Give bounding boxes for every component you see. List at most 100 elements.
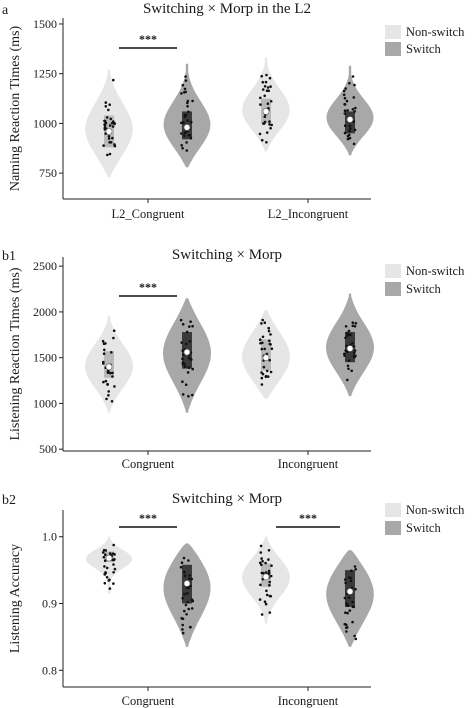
data-point (108, 152, 112, 156)
data-point (183, 592, 186, 596)
data-point (345, 630, 348, 633)
data-point (104, 553, 107, 556)
data-point (349, 127, 352, 130)
data-point (265, 369, 269, 373)
legend-label: Switch (406, 282, 441, 296)
data-point (108, 103, 111, 106)
data-point (184, 342, 188, 346)
data-point (104, 549, 108, 552)
data-point (258, 561, 262, 565)
data-point (351, 620, 354, 624)
median-point (346, 588, 354, 595)
significance-label: *** (299, 511, 317, 525)
panel-label: b2 (2, 493, 16, 508)
median-point (105, 363, 113, 371)
data-point (264, 571, 268, 574)
data-point (186, 119, 190, 122)
data-point (258, 132, 262, 136)
data-point (188, 577, 191, 580)
data-point (350, 569, 353, 572)
data-point (112, 329, 116, 333)
data-point (187, 586, 190, 590)
data-point (113, 567, 117, 571)
y-tick-label: 750 (39, 166, 57, 180)
data-point (350, 369, 354, 373)
data-point (268, 123, 271, 126)
data-point (260, 613, 264, 616)
data-point (347, 367, 350, 371)
panel-label: a (2, 3, 9, 18)
data-point (111, 136, 114, 140)
chart-panel-b1: b1 Switching × Morp Listening Reaction Tim… (2, 247, 465, 471)
median-point (346, 345, 354, 352)
data-point (104, 105, 108, 108)
data-point (343, 103, 347, 106)
data-point (352, 96, 356, 99)
data-point (348, 609, 352, 612)
data-point (189, 136, 193, 140)
data-point (191, 367, 194, 371)
data-point (263, 115, 267, 118)
data-point (113, 144, 117, 148)
data-point (259, 551, 263, 554)
data-point (107, 390, 110, 393)
data-point (112, 563, 115, 566)
data-point (106, 371, 110, 375)
data-point (186, 600, 190, 604)
median-point (105, 554, 113, 562)
data-point (349, 579, 353, 583)
x-tick-label: L2_Incongruent (268, 207, 349, 221)
data-point (268, 339, 271, 343)
data-point (261, 335, 265, 339)
data-point (186, 101, 189, 105)
data-point (181, 631, 185, 635)
data-point (181, 83, 185, 87)
data-point (107, 135, 111, 138)
data-point (268, 358, 272, 362)
data-point (344, 325, 348, 328)
data-point (260, 563, 263, 567)
data-point (184, 75, 187, 78)
data-point (180, 121, 183, 125)
data-point (101, 339, 105, 343)
data-point (270, 123, 274, 127)
panel-label: b1 (2, 249, 16, 264)
data-point (105, 566, 109, 570)
data-point (102, 144, 105, 147)
chart-title: Switching × Morp in the L2 (143, 1, 311, 17)
data-point (345, 99, 349, 103)
data-point (269, 100, 273, 103)
data-point (187, 607, 190, 611)
data-point (102, 362, 105, 365)
data-point (103, 581, 107, 585)
data-point (346, 378, 349, 382)
data-point (179, 318, 183, 322)
data-point (106, 153, 109, 157)
data-point (263, 347, 267, 351)
data-point (185, 613, 188, 616)
data-point (112, 543, 115, 547)
legend-label: Switch (406, 42, 441, 56)
data-point (105, 576, 109, 579)
data-point (191, 324, 194, 328)
data-point (354, 106, 357, 110)
data-point (345, 623, 348, 627)
data-point (183, 87, 187, 91)
data-point (261, 559, 264, 563)
data-point (187, 110, 190, 114)
data-point (101, 551, 105, 554)
data-point (108, 587, 112, 590)
data-point (265, 593, 269, 597)
data-point (107, 137, 111, 140)
data-point (186, 371, 190, 374)
y-tick-label: 2000 (33, 305, 57, 319)
data-point (102, 555, 106, 559)
y-tick-label: 1500 (33, 351, 57, 365)
y-tick-label: 1000 (33, 116, 57, 130)
data-point (347, 576, 351, 579)
data-point (351, 342, 354, 345)
data-point (268, 120, 271, 123)
y-tick-label: 1000 (33, 396, 57, 410)
data-point (270, 347, 274, 351)
